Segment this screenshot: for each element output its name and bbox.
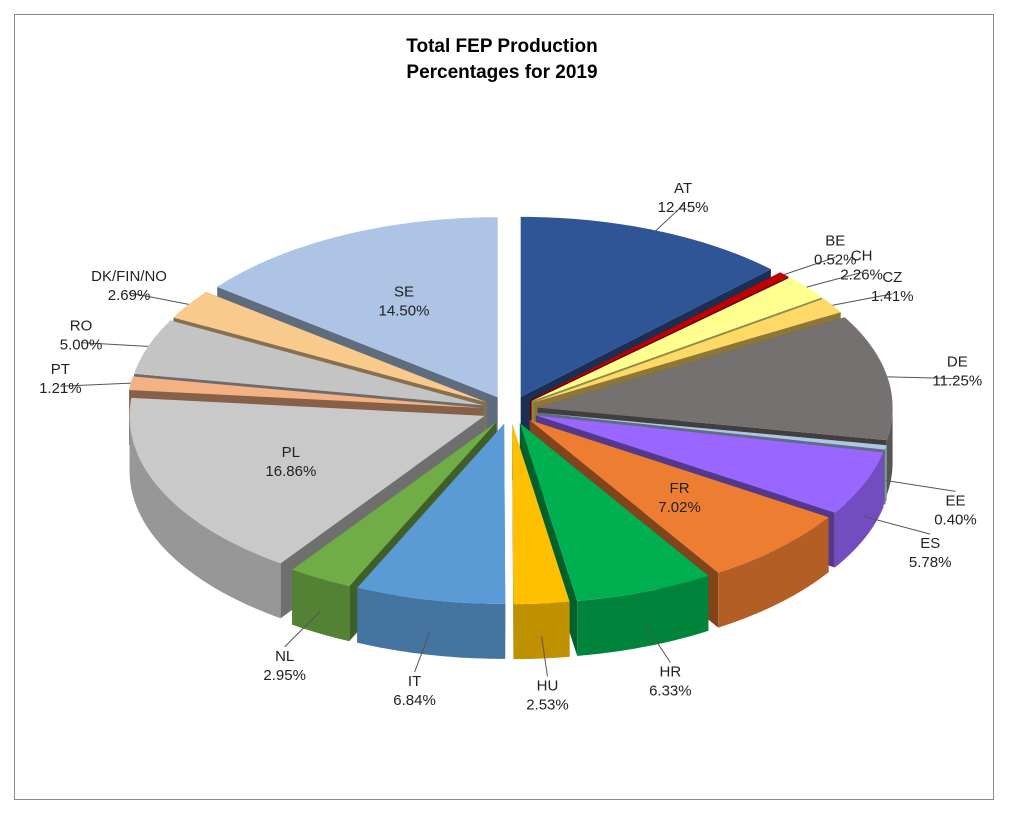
leader-line (832, 293, 893, 306)
slice-value-label: 2.26% (840, 266, 883, 283)
slice-top (292, 422, 497, 587)
slice-value-label: 0.52% (814, 251, 857, 268)
pie-slice-it (357, 423, 506, 659)
slice-value-label: 6.33% (649, 682, 692, 699)
slice-name-label: SE (394, 283, 414, 300)
slice-name-label: FR (670, 480, 690, 497)
slice-name-label: NL (275, 648, 294, 665)
chart-title: Total FEP Production Percentages for 201… (0, 34, 1004, 86)
slice-name-label: HU (537, 677, 559, 694)
slice-value-label: 14.50% (379, 302, 430, 319)
slice-outer-wall (357, 587, 506, 659)
slice-outer-wall (834, 452, 884, 568)
slice-top (533, 298, 841, 403)
slice-outer-wall (292, 569, 350, 642)
leader-line (541, 636, 548, 677)
slice-value-label: 2.95% (263, 667, 306, 684)
slice-name-label: CH (851, 247, 873, 264)
slice-top (129, 376, 483, 409)
slice-top (529, 420, 829, 573)
leader-line (284, 611, 321, 648)
slice-outer-wall (886, 407, 893, 496)
slice-outer-wall (577, 575, 709, 656)
slice-outer-wall (718, 517, 829, 628)
leader-line (806, 271, 862, 288)
pie-slice-hr (519, 423, 709, 656)
leader-line (655, 204, 684, 231)
leader-line (81, 342, 149, 347)
slice-value-label: 2.53% (526, 696, 569, 713)
slice-top (134, 320, 484, 406)
slice-top (173, 291, 487, 403)
slice-value-label: 7.02% (658, 499, 701, 516)
slice-value-label: 6.84% (393, 692, 436, 709)
leader-line (128, 292, 189, 305)
leader-line (887, 376, 958, 380)
slice-top (519, 423, 709, 601)
pie-slice-hu (512, 424, 570, 660)
slice-name-label: IT (408, 673, 421, 690)
slice-value-label: 0.40% (934, 511, 977, 528)
slice-top (535, 415, 884, 513)
slice-name-label: HR (660, 663, 682, 680)
slice-top (531, 277, 822, 402)
chart-title-line2: Percentages for 2019 (406, 62, 598, 83)
slice-value-label: 16.86% (265, 463, 316, 480)
slice-name-label: BE (825, 232, 845, 249)
slice-name-label: PL (282, 444, 300, 461)
slice-outer-wall (129, 415, 281, 619)
slice-value-label: 1.41% (871, 288, 914, 305)
slice-top (537, 412, 887, 450)
leader-line (414, 632, 430, 673)
slice-name-label: ES (920, 535, 940, 552)
leader-line (885, 479, 956, 492)
slice-top (530, 272, 789, 401)
leader-line (864, 516, 931, 535)
slice-top (217, 217, 498, 398)
leader-line (60, 382, 131, 387)
slice-top (512, 424, 570, 605)
slice-name-label: RO (70, 318, 93, 335)
slice-value-label: 11.25% (932, 373, 982, 390)
slice-outer-wall (884, 445, 887, 505)
slice-name-label: DK/FIN/NO (91, 268, 167, 285)
slice-name-label: PT (51, 361, 70, 378)
slice-top (537, 317, 893, 441)
slice-value-label: 1.21% (39, 380, 82, 397)
slice-outer-wall (513, 601, 570, 660)
slice-name-label: AT (674, 180, 692, 197)
slice-name-label: EE (945, 492, 965, 509)
slice-value-label: 5.00% (60, 337, 103, 354)
slice-value-label: 12.45% (658, 199, 709, 216)
slice-value-label: 5.78% (909, 554, 952, 571)
slice-top (357, 423, 506, 604)
chart-title-line1: Total FEP Production (406, 36, 598, 57)
slice-value-label: 2.69% (108, 287, 151, 304)
slice-name-label: CZ (882, 269, 902, 286)
slice-top (129, 397, 485, 564)
slice-wall (512, 424, 514, 660)
leader-line (784, 256, 836, 275)
slice-top (520, 216, 771, 397)
leader-line (644, 624, 671, 663)
slice-name-label: DE (947, 354, 968, 371)
